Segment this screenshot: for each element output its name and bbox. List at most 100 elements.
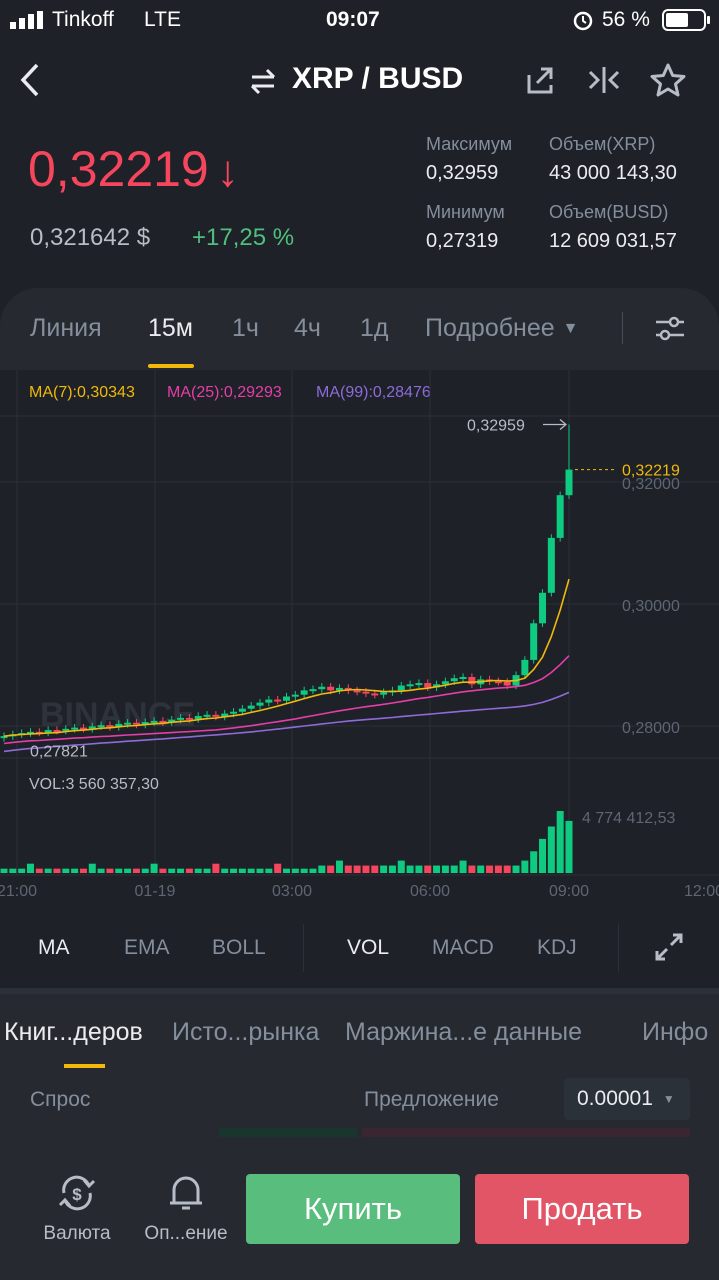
volume-bar	[556, 811, 564, 873]
order-book-header: Спрос Предложение 0.00001 ▼	[0, 1070, 719, 1166]
candle-body	[353, 690, 361, 693]
volume-bar	[406, 865, 414, 873]
volume-bar	[424, 865, 432, 873]
indicator-bar: MA EMA BOLL VOL MACD KDJ	[0, 910, 719, 988]
candle-body	[247, 705, 255, 709]
indicator-boll[interactable]: BOLL	[212, 936, 266, 959]
bottom-bar: $ Валюта Оп...ение Купить Продать	[0, 1166, 719, 1280]
volume-bar	[71, 868, 79, 873]
candle-body	[335, 687, 343, 691]
compare-button[interactable]	[582, 58, 626, 102]
fullscreen-icon[interactable]	[654, 932, 684, 962]
volume-bar	[18, 868, 26, 873]
candle-body	[309, 689, 317, 692]
tab-info[interactable]: Инфо	[642, 1018, 709, 1046]
buy-button[interactable]: Купить	[246, 1174, 460, 1244]
volume-bar	[486, 865, 494, 873]
candle-body	[221, 713, 229, 717]
back-button[interactable]	[8, 58, 52, 102]
candle-body	[159, 720, 167, 723]
volume-bar	[132, 868, 140, 873]
indicator-macd[interactable]: MACD	[432, 936, 494, 959]
candle-body	[124, 722, 132, 725]
book-tabs: Книг...деров Исто...рынка Маржина...е да…	[0, 994, 719, 1070]
indicator-kdj[interactable]: KDJ	[537, 936, 577, 959]
volume-bar	[265, 868, 273, 873]
candle-body	[115, 723, 123, 727]
swap-icon[interactable]	[248, 66, 278, 96]
tab-15m[interactable]: 15м	[148, 314, 193, 342]
y-tick-label: 0,30000	[622, 598, 680, 615]
volume-bar	[97, 868, 105, 873]
volume-bar	[521, 860, 529, 873]
volume-label: VOL:3 560 357,30	[29, 776, 159, 793]
volume-bar	[44, 868, 52, 873]
volume-bar	[547, 826, 555, 873]
candle-body	[468, 676, 476, 685]
tab-1d[interactable]: 1д	[360, 314, 389, 342]
volume-bar	[150, 863, 158, 873]
tab-divider	[622, 312, 623, 344]
indicator-vol[interactable]: VOL	[347, 936, 390, 959]
vol-base-label: Объем(XRP)	[549, 134, 656, 154]
pair-title[interactable]: XRP / BUSD	[292, 62, 464, 95]
tab-more[interactable]: Подробнее ▼	[425, 314, 579, 342]
precision-select[interactable]: 0.00001 ▼	[564, 1078, 690, 1120]
candle-body	[230, 711, 238, 714]
candle-body	[424, 683, 432, 688]
candle-body	[0, 736, 8, 739]
volume-bar	[221, 868, 229, 873]
candle-body	[203, 714, 211, 717]
volume-bar	[309, 868, 317, 873]
volume-bar	[79, 868, 87, 873]
bid-label: Спрос	[30, 1088, 91, 1111]
currency-button[interactable]: $ Валюта	[38, 1172, 116, 1245]
volume-bar	[177, 868, 185, 873]
indicator-ma[interactable]: MA	[38, 936, 70, 959]
candle-body	[494, 681, 502, 684]
bid-depth-bar	[219, 1128, 357, 1137]
volume-bar	[388, 865, 396, 873]
candle-body	[397, 685, 405, 691]
candle-body	[521, 659, 529, 676]
currency-label: Валюта	[43, 1223, 111, 1244]
header: XRP / BUSD	[0, 40, 719, 124]
candle-body	[450, 678, 458, 682]
tab-4h[interactable]: 4ч	[294, 314, 321, 342]
clock: 09:07	[326, 8, 380, 31]
indicator-ema[interactable]: EMA	[124, 936, 170, 959]
share-button[interactable]	[518, 58, 562, 102]
volume-bar	[450, 865, 458, 873]
x-tick-label: 09:00	[549, 883, 589, 900]
arrow-down-icon: ↓	[216, 147, 239, 196]
volume-bar	[335, 860, 343, 873]
sell-button[interactable]: Продать	[475, 1174, 689, 1244]
settings-sliders-icon[interactable]	[654, 316, 686, 342]
y-tick-label: 0,28000	[622, 720, 680, 737]
ma25-legend: MA(25):0,29293	[167, 384, 282, 401]
tab-order-book[interactable]: Книг...деров	[4, 1018, 143, 1046]
tab-margin-data[interactable]: Маржина...е данные	[345, 1018, 582, 1046]
tab-line[interactable]: Линия	[30, 314, 102, 342]
candle-body	[441, 681, 449, 685]
tab-market-history[interactable]: Исто...рынка	[172, 1018, 320, 1046]
alerts-button[interactable]: Оп...ение	[136, 1172, 236, 1245]
candle-body	[44, 730, 52, 733]
candlestick-chart[interactable]: MA(7):0,30343 MA(25):0,29293 MA(99):0,28…	[0, 370, 719, 910]
favorite-button[interactable]	[646, 58, 690, 102]
volume-bar	[397, 860, 405, 873]
candle-body	[106, 725, 114, 728]
tab-1h[interactable]: 1ч	[232, 314, 259, 342]
volume-bar	[256, 868, 264, 873]
battery-percent: 56 %	[602, 8, 650, 31]
y-tick-label: 0,32000	[622, 476, 680, 493]
indicator-divider-2	[618, 924, 619, 972]
vol-quote-value: 12 609 031,57	[549, 230, 677, 252]
high-label: Максимум	[426, 134, 513, 154]
x-tick-label: 12:00	[684, 883, 719, 900]
network: LTE	[144, 8, 181, 31]
volume-bar	[441, 865, 449, 873]
volume-bar	[494, 865, 502, 873]
vol-quote-label: Объем(BUSD)	[549, 202, 669, 222]
candle-body	[406, 684, 414, 687]
